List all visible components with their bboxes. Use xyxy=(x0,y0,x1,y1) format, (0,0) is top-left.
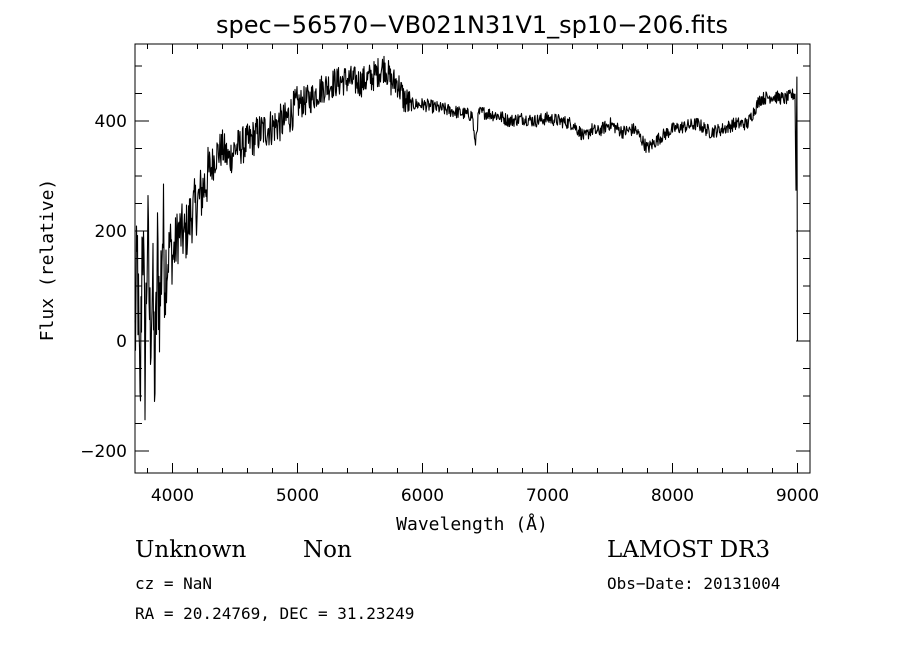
x-tick-label: 5000 xyxy=(276,486,319,506)
x-tick-label: 4000 xyxy=(151,486,194,506)
plot-frame xyxy=(134,43,811,474)
y-tick-label: −200 xyxy=(80,442,127,462)
object-subclass: Non xyxy=(303,537,352,563)
x-tick-label: 6000 xyxy=(401,486,444,506)
observation-date: Obs−Date: 20131004 xyxy=(607,574,781,593)
y-tick-label: 0 xyxy=(116,332,127,352)
y-axis: −200 0 200 400 xyxy=(80,65,810,462)
coordinates: RA = 20.24769, DEC = 31.23249 xyxy=(135,604,415,623)
y-tick-label: 400 xyxy=(95,112,127,132)
x-tick-label: 7000 xyxy=(526,486,569,506)
object-class: Unknown xyxy=(135,537,247,563)
x-tick-label: 9000 xyxy=(776,486,819,506)
x-tick-label: 8000 xyxy=(651,486,694,506)
spectrum-line xyxy=(134,55,799,421)
survey-name: LAMOST DR3 xyxy=(607,537,771,563)
redshift-value: cz = NaN xyxy=(135,574,213,593)
y-axis-label: Flux (relative) xyxy=(37,179,58,342)
chart-title: spec−56570−VB021N31V1_sp10−206.fits xyxy=(216,11,728,39)
y-tick-label: 200 xyxy=(95,222,127,242)
x-axis: 4000 5000 6000 7000 8000 9000 xyxy=(147,44,819,506)
x-axis-label: Wavelength (Å) xyxy=(396,513,548,535)
